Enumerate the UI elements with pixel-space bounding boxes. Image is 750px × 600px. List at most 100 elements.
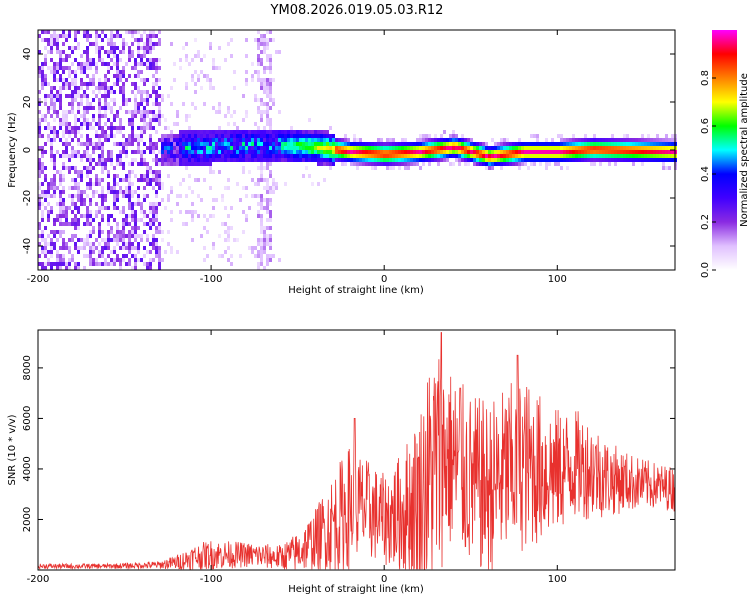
- spectrogram-cell: [89, 242, 92, 246]
- spectrogram-cell: [116, 70, 119, 74]
- spectrogram-cell: [431, 158, 434, 162]
- spectrogram-cell: [161, 98, 164, 102]
- spectrogram-cell: [92, 262, 95, 266]
- spectrogram-cell: [128, 142, 131, 146]
- spectrogram-cell: [260, 58, 263, 62]
- spectrogram-cell: [47, 214, 50, 218]
- spectrogram-cell: [140, 130, 143, 134]
- spectrogram-cell: [128, 30, 131, 34]
- spectrogram-cell: [167, 230, 170, 234]
- spectrogram-cell: [296, 142, 299, 146]
- spectrogram-cell: [176, 110, 179, 114]
- spectrogram-cell: [230, 130, 233, 134]
- spectrogram-cell: [629, 154, 632, 158]
- spectrogram-cell: [215, 146, 218, 150]
- spectrogram-cell: [272, 142, 275, 146]
- spectrogram-cell: [80, 70, 83, 74]
- spectrogram-cell: [269, 246, 272, 250]
- spectrogram-cell: [524, 162, 527, 166]
- spectrogram-cell: [98, 50, 101, 54]
- spectrogram-cell: [62, 166, 65, 170]
- spectrogram-cell: [194, 142, 197, 146]
- spectrogram-cell: [155, 190, 158, 194]
- spectrogram-cell: [38, 34, 41, 38]
- spectrogram-cell: [197, 154, 200, 158]
- spectrogram-cell: [155, 254, 158, 258]
- spectrogram-cell: [50, 38, 53, 42]
- spectrogram-cell: [155, 238, 158, 242]
- spectrogram-cell: [236, 138, 239, 142]
- spectrogram-cell: [440, 138, 443, 142]
- spectrogram-cell: [221, 198, 224, 202]
- spectrogram-cell: [356, 150, 359, 154]
- spectrogram-cell: [233, 142, 236, 146]
- spectrogram-cell: [95, 214, 98, 218]
- spectrogram-cell: [395, 154, 398, 158]
- spectrogram-cell: [266, 202, 269, 206]
- spectrogram-cell: [155, 94, 158, 98]
- spectrogram-cell: [68, 170, 71, 174]
- spectrogram-cell: [422, 146, 425, 150]
- spectrogram-cell: [284, 182, 287, 186]
- spectrogram-cell: [524, 146, 527, 150]
- spectrogram-cell: [329, 138, 332, 142]
- spectrogram-cell: [74, 166, 77, 170]
- spectrogram-cell: [665, 150, 668, 154]
- spectrogram-cell: [350, 142, 353, 146]
- spectrogram-cell: [122, 102, 125, 106]
- spectrogram-cell: [38, 66, 41, 70]
- spectrogram-cell: [164, 146, 167, 150]
- spectrogram-cell: [599, 142, 602, 146]
- spectrogram-cell: [152, 202, 155, 206]
- spectrogram-cell: [98, 86, 101, 90]
- spectrogram-cell: [104, 162, 107, 166]
- spectrogram-cell: [89, 210, 92, 214]
- spectrogram-cell: [191, 146, 194, 150]
- spectrogram-cell: [449, 138, 452, 142]
- spectrogram-cell: [95, 122, 98, 126]
- spectrogram-cell: [116, 58, 119, 62]
- spectrogram-cell: [92, 166, 95, 170]
- spectrogram-cell: [272, 150, 275, 154]
- spectrogram-cell: [257, 210, 260, 214]
- spectrogram-cell: [389, 142, 392, 146]
- spectrogram-cell: [185, 130, 188, 134]
- spectrogram-cell: [386, 162, 389, 166]
- spectrogram-cell: [266, 114, 269, 118]
- spectrogram-cell: [257, 266, 260, 270]
- spectrogram-cell: [626, 134, 629, 138]
- spectrogram-cell: [89, 162, 92, 166]
- spectrogram-cell: [47, 186, 50, 190]
- spectrogram-cell: [38, 254, 41, 258]
- spectrogram-cell: [305, 138, 308, 142]
- spectrogram-cell: [92, 194, 95, 198]
- spectrogram-cell: [152, 82, 155, 86]
- spectrogram-cell: [191, 202, 194, 206]
- spectrogram-cell: [539, 142, 542, 146]
- spectrogram-cell: [209, 42, 212, 46]
- spectrogram-cell: [461, 142, 464, 146]
- spectrogram-cell: [236, 142, 239, 146]
- spectrogram-cell: [98, 242, 101, 246]
- spectrogram-cell: [293, 150, 296, 154]
- spectrogram-cell: [209, 146, 212, 150]
- spectrogram-cell: [140, 118, 143, 122]
- spectrogram-cell: [62, 110, 65, 114]
- spectrogram-cell: [50, 70, 53, 74]
- spectrogram-cell: [74, 182, 77, 186]
- spectrogram-cell: [146, 162, 149, 166]
- spectrogram-cell: [101, 62, 104, 66]
- spectrogram-cell: [200, 234, 203, 238]
- spectrogram-cell: [137, 42, 140, 46]
- spectrogram-cell: [59, 234, 62, 238]
- spectrogram-cell: [158, 230, 161, 234]
- spectrogram-cell: [146, 234, 149, 238]
- spectrogram-cell: [248, 142, 251, 146]
- spectrogram-cell: [71, 154, 74, 158]
- spectrogram-cell: [464, 150, 467, 154]
- spectrogram-cell: [551, 142, 554, 146]
- spectrogram-cell: [209, 158, 212, 162]
- spectrogram-cell: [104, 102, 107, 106]
- spectrogram-cell: [455, 154, 458, 158]
- spectrogram-cell: [47, 50, 50, 54]
